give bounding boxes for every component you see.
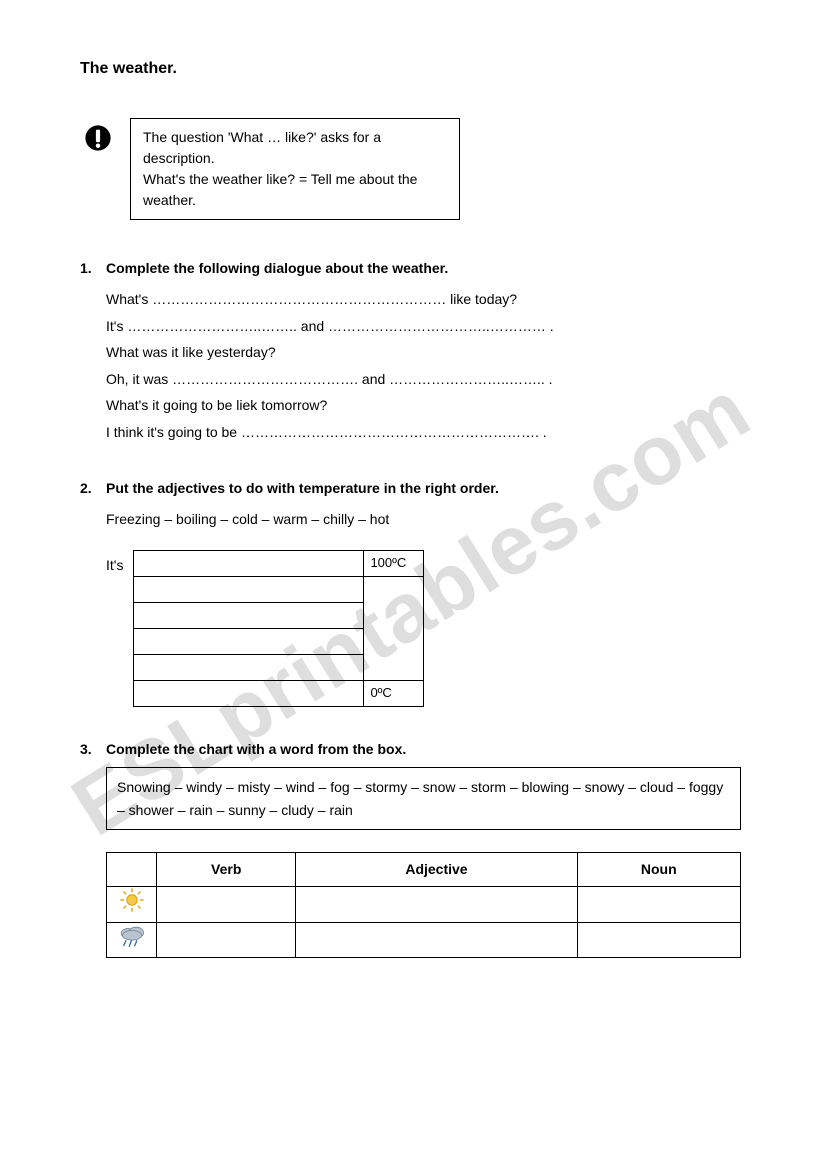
col-noun: Noun [577,852,740,886]
grammar-table: Verb Adjective Noun [106,852,741,958]
row-sun [107,886,157,922]
temp-100c: 100ºC [364,551,424,577]
rain-cloud-icon [117,923,147,949]
section1-num: 1. [80,260,106,276]
section2-heading: Put the adjectives to do with temperatur… [106,480,499,496]
page-title: The weather. [80,60,741,78]
temperature-table: 100ºC 0ºC [133,550,424,707]
dialogue-line: What's ……………………………………………………… like today? [106,286,741,313]
section-3: 3. Complete the chart with a word from t… [80,741,741,958]
temperature-words: Freezing – boiling – cold – warm – chill… [106,506,741,533]
temp-0c: 0ºC [364,681,424,707]
row-rain [107,922,157,958]
section-2: 2. Put the adjectives to do with tempera… [80,480,741,708]
alert-icon [84,124,112,152]
col-adj: Adjective [296,852,577,886]
word-box: Snowing – windy – misty – wind – fog – s… [106,767,741,830]
section1-heading: Complete the following dialogue about th… [106,260,448,276]
its-label: It's [106,550,123,707]
dialogue-line: I think it's going to be ………………………………………… [106,419,741,446]
col-verb: Verb [157,852,296,886]
sun-icon [119,887,145,913]
section1-body: What's ……………………………………………………… like today?… [80,286,741,446]
dialogue-line: What was it like yesterday? [106,339,741,366]
section3-body: Snowing – windy – misty – wind – fog – s… [80,767,741,958]
dialogue-line: It's ………………………..…….. and ……………………………..……… [106,313,741,340]
dialogue-line: What's it going to be liek tomorrow? [106,392,741,419]
section3-num: 3. [80,741,106,757]
section-1: 1. Complete the following dialogue about… [80,260,741,446]
info-line-2: What's the weather like? = Tell me about… [143,169,447,211]
info-line-1: The question 'What … like?' asks for a d… [143,127,447,169]
info-box: The question 'What … like?' asks for a d… [130,118,460,220]
dialogue-line: Oh, it was …………………………………. and ……………………..… [106,366,741,393]
info-row: The question 'What … like?' asks for a d… [84,118,741,220]
section3-heading: Complete the chart with a word from the … [106,741,406,757]
section2-num: 2. [80,480,106,496]
section2-body: Freezing – boiling – cold – warm – chill… [80,506,741,708]
